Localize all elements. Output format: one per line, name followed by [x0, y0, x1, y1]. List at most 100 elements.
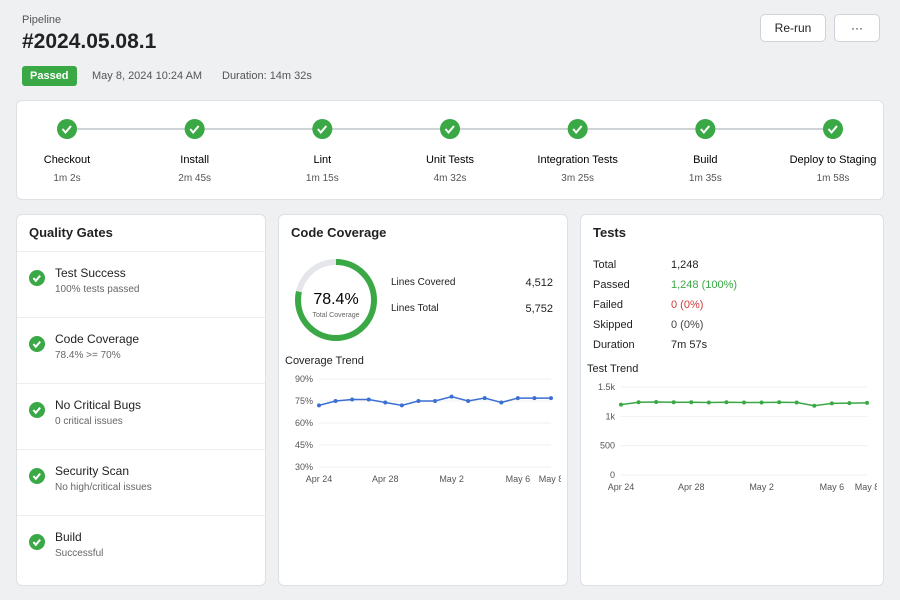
stage-time: 1m 2s	[53, 173, 80, 184]
gate-detail: 100% tests passed	[55, 284, 140, 295]
y-tick-label: 45%	[295, 440, 313, 450]
stage-name: Integration Tests	[537, 154, 618, 166]
trend-point	[466, 399, 471, 403]
stage-time: 1m 58s	[817, 173, 850, 184]
test-value: 0 (0%)	[671, 319, 704, 331]
trend-point	[689, 400, 694, 405]
x-tick-label: Apr 28	[372, 474, 399, 484]
stage-name: Build	[693, 154, 717, 166]
check-mark	[32, 340, 41, 349]
stage-time: 3m 25s	[561, 173, 594, 184]
y-tick-label: 1.5k	[598, 382, 616, 392]
test-label: Skipped	[593, 319, 633, 331]
trend-point	[742, 400, 746, 405]
trend-point	[794, 400, 799, 405]
stat-value: 5,752	[525, 303, 553, 315]
stage-time: 1m 15s	[306, 173, 339, 184]
trend-point	[499, 400, 504, 405]
trend-point	[532, 396, 537, 401]
stage-time: 2m 45s	[178, 173, 211, 184]
gate-detail: 78.4% >= 70%	[55, 350, 121, 361]
trend-point	[724, 400, 729, 405]
stage-name: Lint	[313, 154, 331, 166]
ring-sublabel: Total Coverage	[312, 312, 359, 319]
trend-point	[654, 399, 659, 404]
x-tick-label: May 8	[539, 474, 561, 484]
trend-point	[636, 400, 641, 405]
trend-point	[366, 397, 371, 402]
coverage-card: Code Coverage 78.4% Total Coverage Lines C…	[278, 214, 568, 586]
rerun-button[interactable]: Re-run	[760, 14, 826, 42]
stage-time: 4m 32s	[434, 173, 467, 184]
check-mark	[189, 125, 200, 135]
gate-icon	[29, 402, 45, 418]
stage-track: Checkout 1m 2s Install 2m 45s Lint 1m 15s Unit…	[44, 119, 877, 184]
check-icon	[184, 119, 205, 139]
trend-point	[847, 401, 852, 406]
trend-point	[619, 402, 623, 407]
chart-title: Coverage Trend	[285, 355, 364, 367]
stage-name: Checkout	[44, 154, 90, 166]
trend-point	[449, 394, 454, 399]
more-button[interactable]: ···	[834, 14, 880, 42]
test-value: 1,248	[671, 259, 699, 271]
gate-icon	[29, 336, 45, 352]
check-icon	[695, 119, 716, 139]
stages-card: Checkout 1m 2s Install 2m 45s Lint 1m 15s Unit…	[16, 100, 884, 200]
check-icon	[440, 119, 460, 139]
x-tick-label: Apr 28	[678, 482, 705, 492]
trend-point	[515, 396, 520, 401]
status-badge: Passed	[22, 66, 77, 86]
check-mark	[61, 125, 72, 135]
gate-name: No Critical Bugs	[55, 398, 142, 412]
stage-name: Deploy to Staging	[790, 154, 877, 166]
gate-detail: 0 critical issues	[55, 416, 123, 427]
gate-row: No Critical Bugs 0 critical issues	[17, 383, 265, 444]
y-tick-label: 1k	[605, 411, 615, 421]
y-tick-label: 0	[610, 470, 615, 480]
trend-point	[333, 399, 338, 403]
ring-value	[295, 259, 377, 341]
x-tick-label: May 6	[506, 474, 531, 484]
trend-point	[350, 397, 355, 402]
gate-name: Code Coverage	[55, 332, 140, 346]
stat-value: 4,512	[525, 277, 553, 289]
check-icon	[567, 119, 588, 139]
trend-point	[383, 400, 388, 405]
gate-icon	[29, 270, 45, 286]
trend-point	[317, 403, 321, 408]
stat-label: Lines Covered	[391, 277, 456, 288]
chart-title: Test Trend	[587, 363, 639, 375]
test-label: Total	[593, 259, 617, 271]
test-value: 0 (0%)	[671, 299, 704, 311]
trend-point	[829, 401, 834, 406]
trend-chart: 30% 45% 60% 75% 90% Apr 24 Apr 28 May 2 May 6 May…	[295, 374, 561, 484]
check-mark	[32, 406, 41, 415]
y-tick-label: 90%	[295, 374, 313, 384]
test-value: 7m 57s	[671, 339, 708, 351]
y-tick-label: 30%	[295, 462, 313, 472]
card-title: Tests	[593, 225, 626, 240]
coverage-ring: 78.4% Total Coverage	[295, 259, 377, 341]
check-mark	[444, 125, 455, 135]
trend-point	[777, 400, 782, 405]
check-mark	[572, 125, 583, 135]
trend-point	[759, 400, 764, 405]
x-tick-label: May 2	[439, 474, 464, 484]
stage-name: Unit Tests	[426, 154, 475, 166]
trend-chart: 0 500 1k 1.5k Apr 24 Apr 28 May 2 May 6 May 8	[598, 382, 877, 492]
stage-name: Install	[180, 154, 209, 166]
gate-name: Security Scan	[55, 464, 130, 478]
test-label: Passed	[593, 279, 630, 291]
quality-gates-card: Quality Gates Test Success 100% tests pas…	[16, 214, 266, 586]
y-tick-label: 500	[600, 441, 615, 451]
check-mark	[827, 125, 838, 135]
gate-name: Build	[55, 530, 82, 544]
trend-point	[706, 400, 711, 405]
test-label: Failed	[593, 299, 623, 311]
x-tick-label: May 2	[749, 482, 774, 492]
gate-icon	[29, 468, 45, 484]
check-mark	[700, 125, 711, 135]
tests-card: Tests Total 1,248 Passed 1,248 (100%) Failed…	[580, 214, 884, 586]
